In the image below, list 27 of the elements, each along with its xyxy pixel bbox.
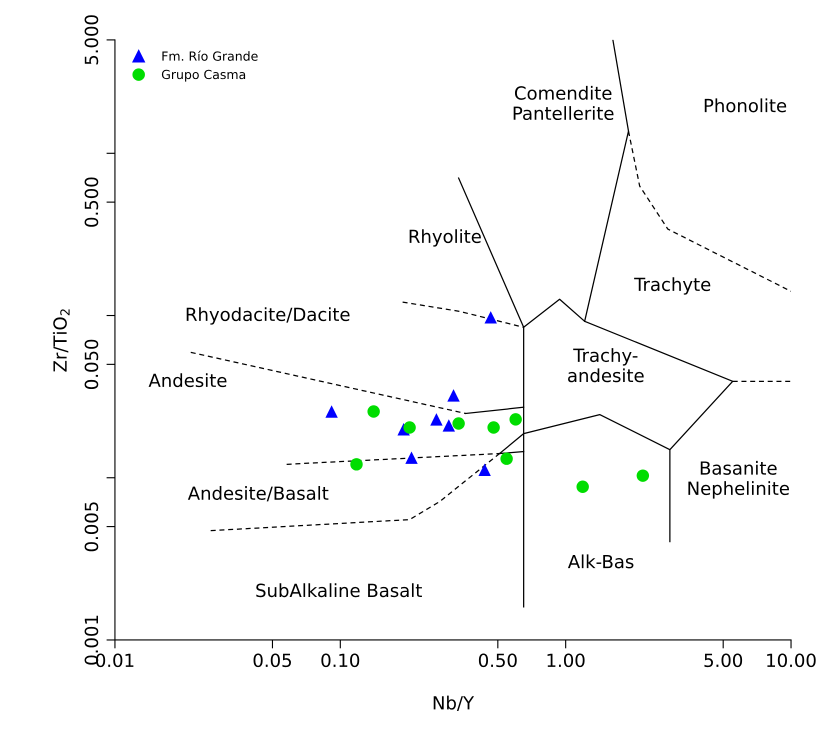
- annotation: Rhyolite: [410, 229, 481, 247]
- annotation: Phonolite: [704, 98, 786, 112]
- y-tick-label: 0.001: [84, 616, 98, 665]
- x-tick-label: 5.00: [704, 653, 742, 668]
- x-tick-label: 0.50: [478, 653, 517, 668]
- x-tick-label: 1.00: [548, 653, 585, 668]
- x-tick-label: 0.05: [254, 653, 291, 668]
- x-tick-label: 0.10: [321, 653, 360, 668]
- annotation: Trachyte: [634, 277, 710, 295]
- y-tick-label: 0.005: [84, 502, 98, 552]
- y-tick-label: 0.500: [84, 177, 98, 227]
- x-axis-title: Nb/Y: [434, 696, 474, 712]
- annotation: Trachy- andesite: [568, 348, 644, 382]
- annotation: SubAlkaline Basalt: [256, 583, 422, 598]
- y-tick-label: 5.000: [84, 15, 98, 64]
- annotation: Andesite/Basalt: [188, 486, 328, 502]
- y-tick-label: 0.050: [84, 340, 98, 390]
- annotation: Comendite Pantellerite: [514, 86, 614, 120]
- y-axis-title: Zr/TiO$_{2}$: [52, 309, 70, 372]
- annotation: Rhyodacite/Dacite: [186, 307, 350, 325]
- legend-label: Fm. Río Grande: [162, 50, 258, 61]
- annotation: Basanite Nephelinite: [688, 460, 789, 499]
- x-tick-label: 0.01: [96, 653, 134, 668]
- legend-label: Grupo Casma: [162, 70, 246, 82]
- annotation: Alk-Bas: [568, 554, 634, 568]
- annotation: Andesite: [148, 373, 226, 388]
- x-tick-label: 10.00: [767, 653, 816, 668]
